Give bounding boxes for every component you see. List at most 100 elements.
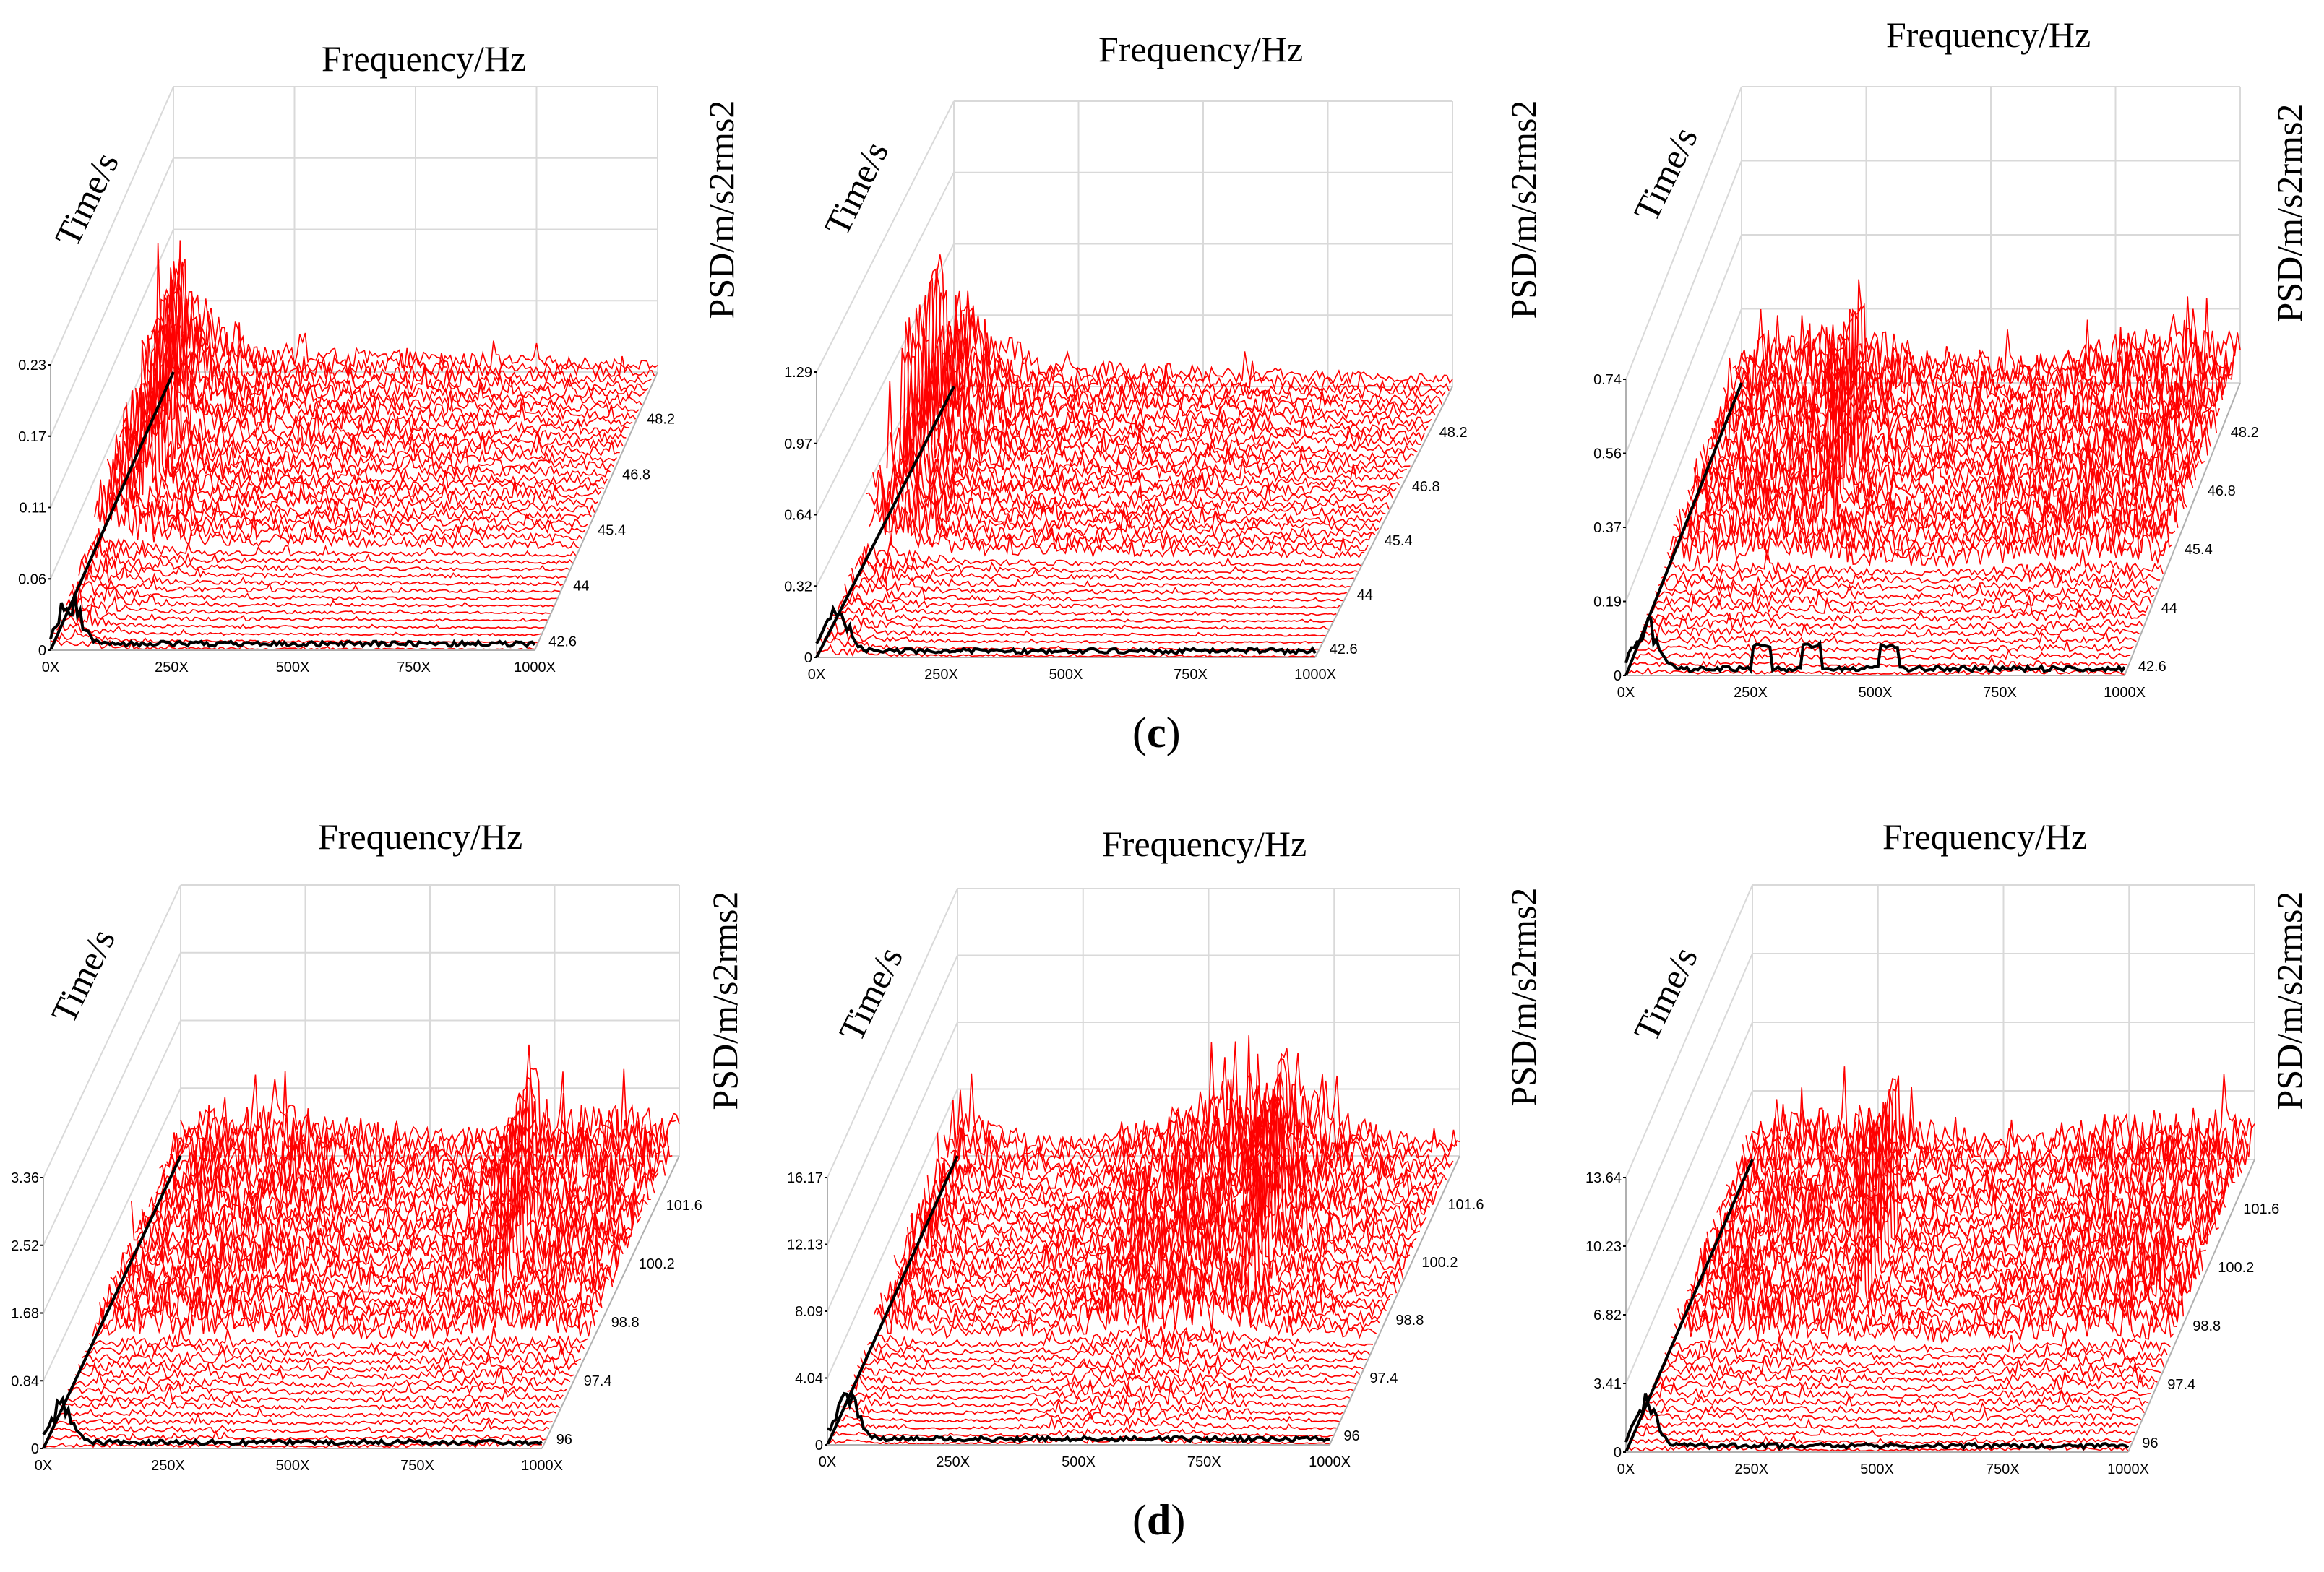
psd-trace — [78, 556, 564, 587]
psd-baseline-trace — [1624, 1393, 2130, 1451]
psd-tick-label: 1.29 — [784, 365, 812, 381]
psd-trace — [169, 1092, 670, 1175]
psd-trace — [154, 325, 640, 414]
psd-tick-label: 0.23 — [18, 358, 46, 373]
frequency-tick-label: 500X — [1860, 1461, 1894, 1477]
grid-line — [50, 229, 174, 508]
grid-line — [43, 884, 181, 1178]
psd-trace — [1652, 585, 2152, 608]
depth-edge — [541, 1155, 680, 1449]
time-axis-title: Time/s — [1626, 121, 1705, 228]
psd-tick-label: 0 — [1614, 1445, 1622, 1461]
psd-trace — [947, 1035, 1450, 1175]
psd-trace — [88, 1326, 588, 1351]
psd-trace — [858, 546, 1358, 574]
time-axis-title: Time/s — [1626, 941, 1705, 1048]
psd-trace — [1713, 1089, 2216, 1245]
time-tick-label: 48.2 — [647, 411, 675, 427]
psd-trace — [67, 1380, 567, 1396]
psd-trace — [865, 492, 1365, 559]
psd-trace — [953, 1057, 1458, 1160]
psd-trace — [94, 485, 580, 550]
psd-trace — [1666, 517, 2167, 569]
psd-trace — [145, 364, 629, 436]
frequency-tick-label: 250X — [1734, 1461, 1768, 1477]
chart-c3-traces — [1624, 279, 2241, 675]
psd-trace — [1671, 1294, 2174, 1345]
time-tick-label: 48.2 — [2231, 425, 2259, 441]
psd-trace — [903, 1104, 1407, 1273]
psd-trace — [157, 314, 642, 407]
psd-tick-label: 13.64 — [1585, 1170, 1622, 1186]
psd-trace — [1658, 1357, 2161, 1377]
psd-trace — [900, 1115, 1404, 1280]
psd-trace — [851, 1373, 1353, 1393]
psd-trace — [1649, 595, 2149, 615]
grid-line — [827, 1022, 958, 1312]
psd-trace — [1732, 1126, 2236, 1199]
psd-trace — [910, 1092, 1414, 1258]
psd-trace — [1726, 1157, 2229, 1215]
frequency-tick-label: 500X — [1859, 685, 1893, 701]
grid-line — [816, 100, 955, 373]
psd-trace — [857, 1347, 1361, 1378]
frequency-tick-label: 500X — [1062, 1454, 1096, 1470]
grid-line — [1625, 1090, 1753, 1384]
time-tick-label: 98.8 — [1395, 1313, 1424, 1329]
psd-trace — [147, 346, 633, 428]
time-tick-label: 101.6 — [2243, 1201, 2279, 1217]
psd-axis-title: PSD/m/s2rms2 — [2269, 891, 2310, 1110]
caption-d: (d) — [1132, 1496, 1186, 1544]
psd-trace — [876, 473, 1376, 539]
psd-trace — [66, 587, 551, 615]
psd-trace — [886, 317, 1386, 518]
psd-tick-label: 0.37 — [1593, 520, 1622, 536]
psd-baseline-trace — [1624, 616, 2126, 674]
psd-trace — [893, 307, 1393, 504]
psd-trace — [125, 288, 611, 478]
psd-trace — [1690, 332, 2191, 505]
frequency-tick-label: 500X — [276, 660, 310, 675]
grid-line — [1625, 1022, 1753, 1316]
psd-trace — [897, 295, 1397, 497]
psd-trace — [106, 340, 592, 521]
frequency-axis-title: Frequency/Hz — [318, 816, 522, 857]
psd-trace — [1661, 1347, 2165, 1369]
frequency-tick-label: 250X — [151, 1458, 185, 1474]
psd-trace — [1726, 323, 2226, 416]
grid-line — [1625, 308, 1742, 602]
psd-trace — [1655, 579, 2155, 600]
psd-tick-label: 0.17 — [18, 429, 46, 445]
frequency-tick-label: 1000X — [514, 660, 556, 675]
grid-line — [43, 1087, 181, 1381]
frequency-tick-label: 750X — [1986, 1461, 2020, 1477]
psd-trace — [160, 261, 646, 400]
psd-trace — [1682, 358, 2182, 529]
psd-tick-label: 0 — [815, 1438, 823, 1454]
frequency-tick-label: 1000X — [2107, 1461, 2149, 1477]
psd-trace — [843, 1383, 1347, 1408]
grid-line — [816, 243, 955, 515]
time-axis-title: Time/s — [47, 146, 126, 253]
psd-trace — [860, 1341, 1364, 1370]
frequency-tick-label: 0X — [1617, 685, 1635, 701]
psd-trace — [882, 321, 1383, 524]
psd-trace — [848, 565, 1348, 595]
psd-tick-label: 0.19 — [1593, 595, 1622, 610]
chart-d1-traces — [42, 1044, 680, 1448]
chart-c2: 0 0.32 0.64 0.97 1.29 0X 250X 500X 750X 1000X 42.6… — [784, 29, 1544, 683]
psd-trace — [827, 617, 1326, 637]
psd-trace — [1664, 1336, 2168, 1362]
frequency-tick-label: 1000X — [2104, 685, 2146, 701]
frequency-tick-label: 750X — [397, 660, 431, 675]
psd-trace — [138, 1044, 638, 1242]
psd-trace — [91, 532, 577, 558]
time-axis-title: Time/s — [831, 941, 911, 1048]
psd-trace — [1642, 1402, 2146, 1415]
chart-d2-grid — [827, 888, 1460, 1446]
frequency-axis-title: Frequency/Hz — [1098, 29, 1303, 69]
time-axis — [1624, 382, 1743, 676]
psd-trace — [1699, 316, 2200, 485]
time-tick-label: 101.6 — [666, 1198, 702, 1214]
psd-axis-title: PSD/m/s2rms2 — [705, 891, 745, 1110]
